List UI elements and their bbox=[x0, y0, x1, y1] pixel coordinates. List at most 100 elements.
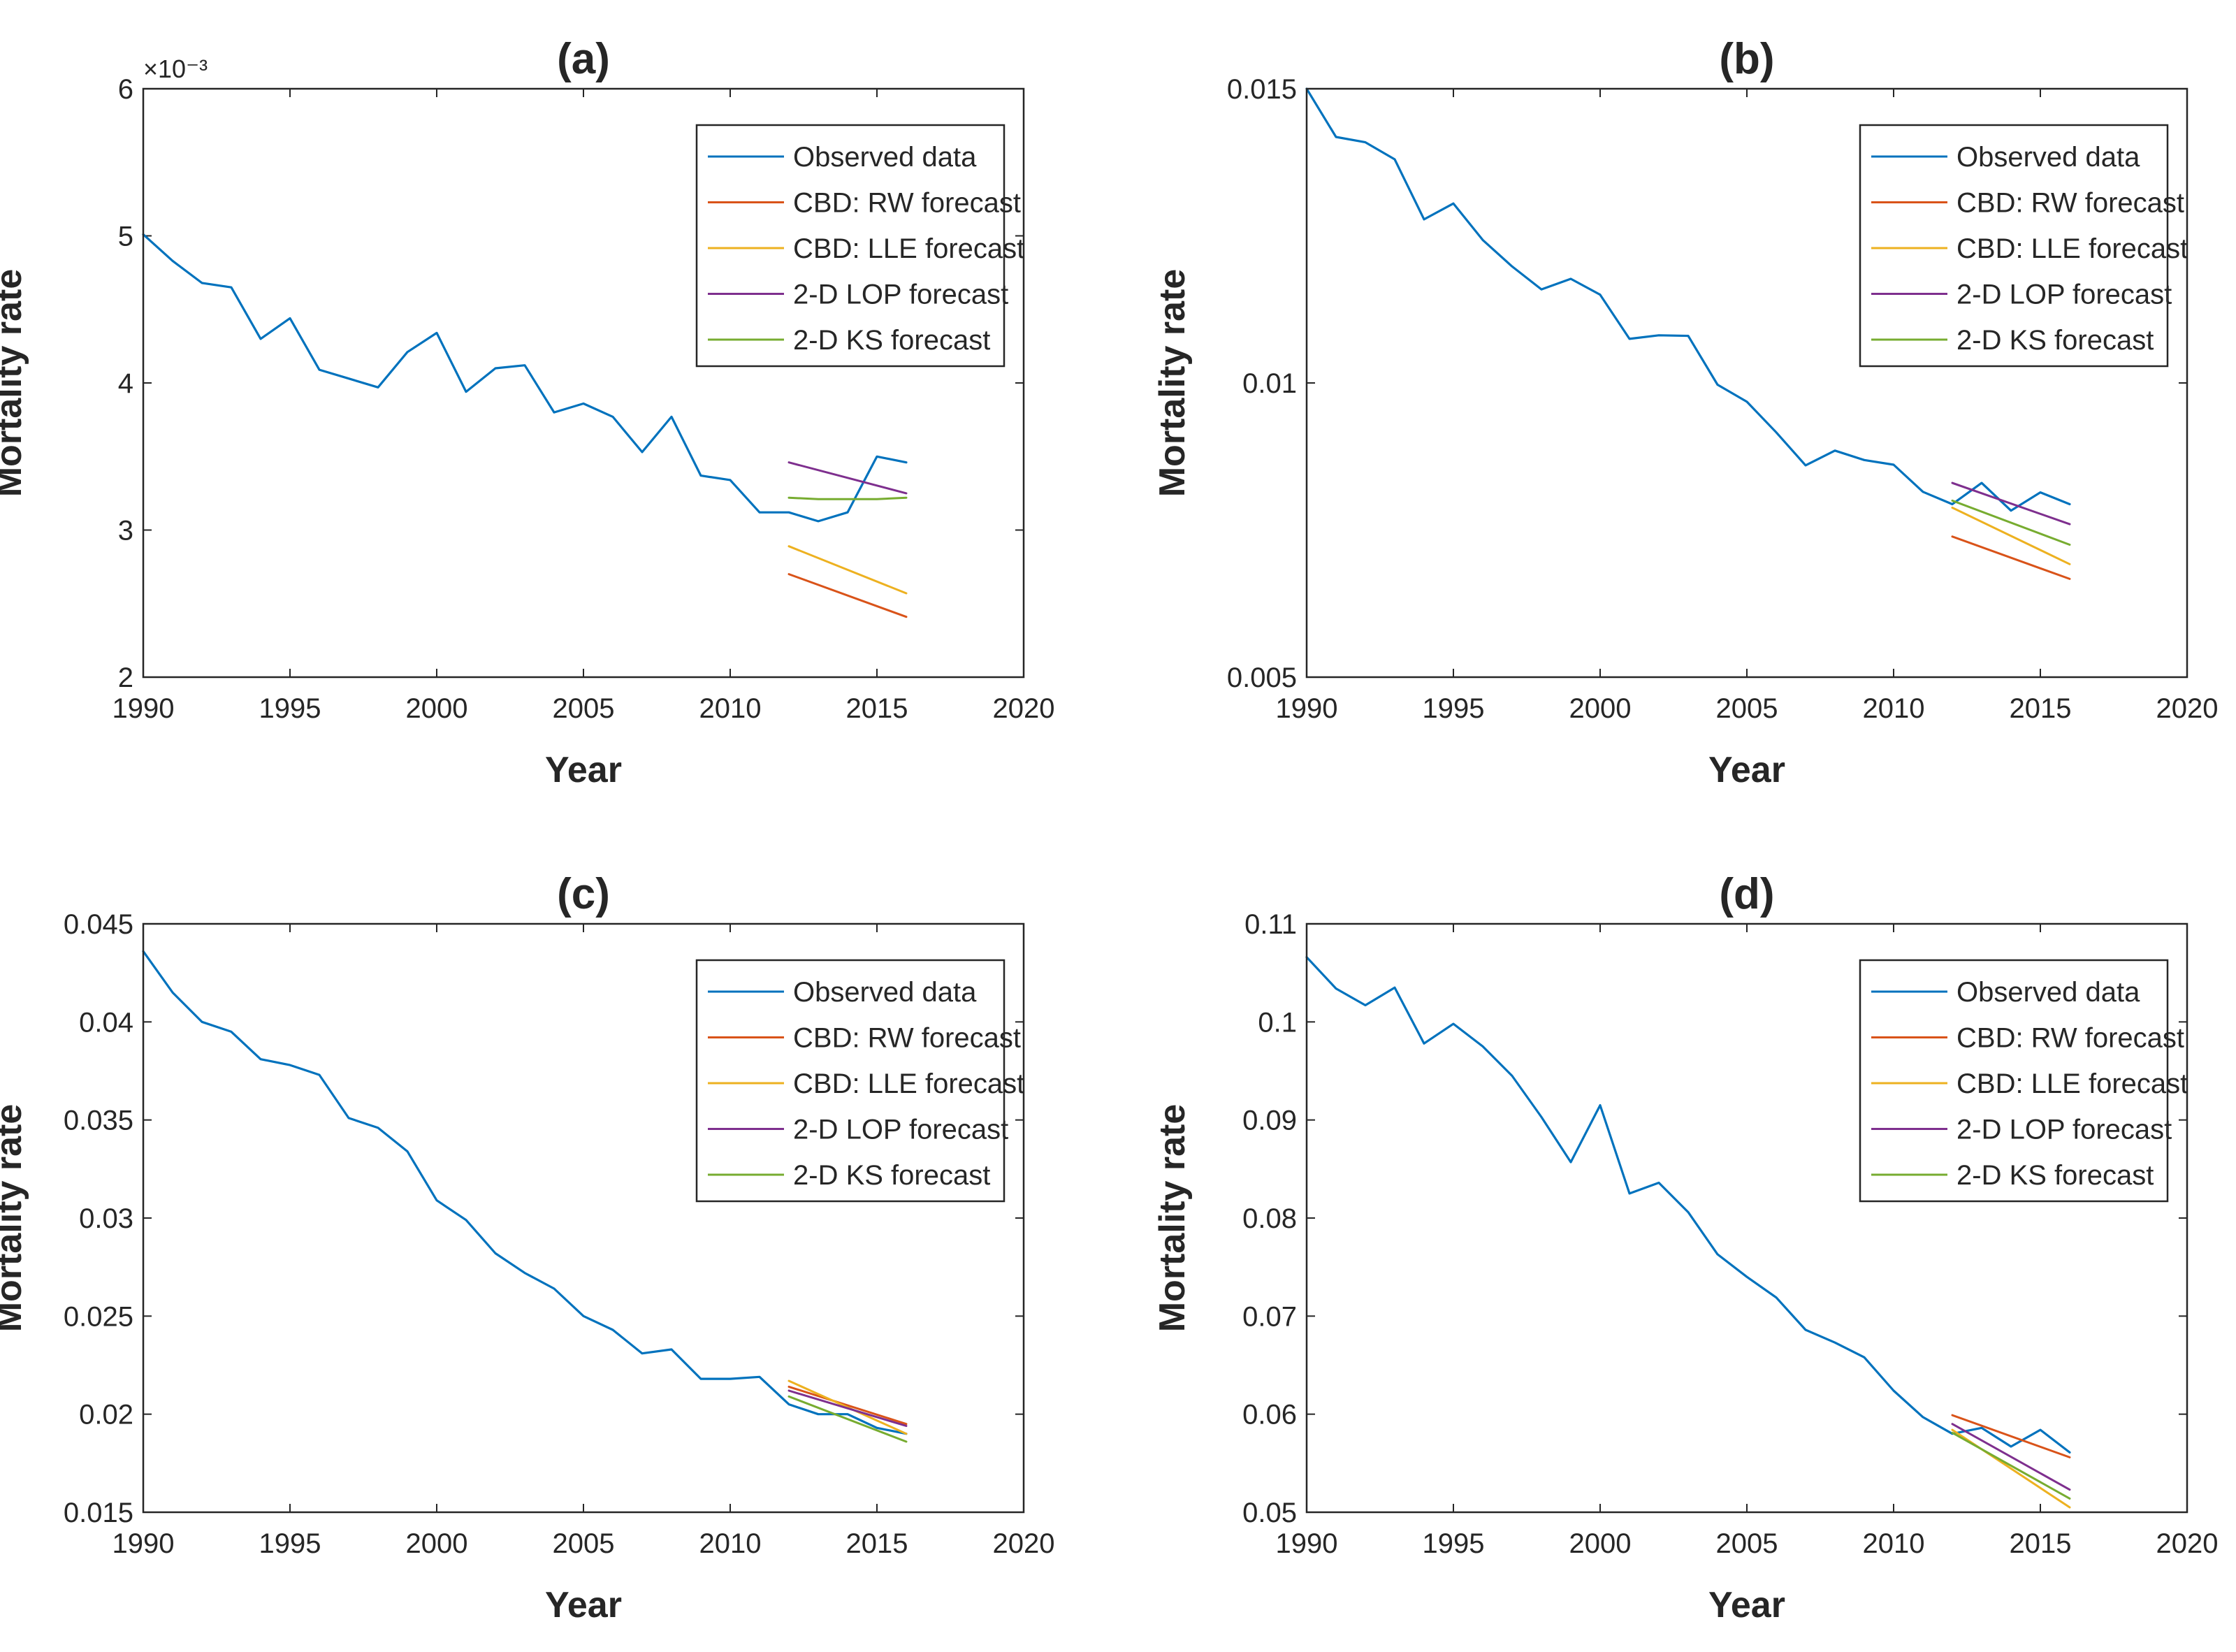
x-tick-label: 1995 bbox=[1423, 693, 1485, 724]
series-line-ks bbox=[1951, 1431, 2071, 1500]
x-tick-label: 2020 bbox=[2156, 1528, 2219, 1559]
x-tick-label: 2015 bbox=[846, 693, 908, 724]
series-line-rw bbox=[1951, 1414, 2071, 1458]
legend: Observed data CBD: RW forecast CBD: LLE fo… bbox=[1859, 124, 2188, 368]
chart-title: (a) bbox=[557, 35, 610, 83]
legend-label: CBD: RW forecast bbox=[793, 1023, 1021, 1054]
y-exponent-label: ×10⁻³ bbox=[143, 55, 208, 83]
legend-box bbox=[695, 959, 1006, 1203]
x-tick-label: 1990 bbox=[112, 693, 175, 724]
legend-label: 2-D LOP forecast bbox=[1956, 1115, 2172, 1145]
legend-label: 2-D KS forecast bbox=[793, 1160, 990, 1191]
y-tick-label: 0.11 bbox=[1244, 909, 1297, 940]
series-line-lop bbox=[787, 461, 908, 495]
legend: Observed data CBD: RW forecast CBD: LLE fo… bbox=[1859, 959, 2188, 1203]
x-axis-label: Year bbox=[545, 750, 622, 790]
series-line-lop bbox=[1951, 481, 2071, 526]
x-tick-label: 1990 bbox=[112, 1528, 175, 1559]
chart-panel-1: 1990 1995 2000 2005 2010 2015 2020 2 3 4 5 6 ×10⁻³ (a… bbox=[0, 35, 1054, 790]
legend-label: CBD: LLE forecast bbox=[793, 233, 1024, 264]
y-tick-label: 0.02 bbox=[79, 1400, 133, 1430]
x-tick-label: 2010 bbox=[1863, 693, 1925, 724]
series-line-lle bbox=[787, 545, 908, 595]
legend-label: 2-D LOP forecast bbox=[793, 280, 1008, 310]
legend-label: 2-D LOP forecast bbox=[793, 1115, 1008, 1145]
legend-box bbox=[1859, 959, 2169, 1203]
series-line-rw bbox=[787, 1385, 908, 1426]
y-axis-label: Mortality rate bbox=[1152, 1104, 1193, 1333]
x-tick-label: 1995 bbox=[259, 693, 321, 724]
x-axis-label: Year bbox=[1708, 750, 1785, 790]
x-tick-label: 2015 bbox=[2010, 1528, 2072, 1559]
x-axis-label: Year bbox=[1708, 1585, 1785, 1625]
x-tick-label: 1995 bbox=[1423, 1528, 1485, 1559]
legend-label: 2-D KS forecast bbox=[1956, 1160, 2154, 1191]
y-tick-label: 0.08 bbox=[1242, 1203, 1297, 1234]
chart-title: (b) bbox=[1719, 35, 1774, 83]
y-tick-label: 0.1 bbox=[1258, 1007, 1297, 1038]
x-tick-label: 1995 bbox=[259, 1528, 321, 1559]
series-line-lop bbox=[787, 1389, 908, 1427]
y-tick-label: 0.015 bbox=[1227, 74, 1297, 105]
axes-box bbox=[142, 87, 1025, 679]
series-line-observed bbox=[1305, 956, 2071, 1454]
y-axis-label: Mortality rate bbox=[1152, 269, 1193, 498]
legend: Observed data CBD: RW forecast CBD: LLE fo… bbox=[695, 959, 1024, 1203]
legend-label: Observed data bbox=[1956, 977, 2140, 1008]
chart-title: (d) bbox=[1719, 870, 1774, 918]
x-tick-label: 2000 bbox=[1569, 1528, 1632, 1559]
series-line-ks bbox=[787, 496, 908, 500]
series-line-observed bbox=[142, 233, 908, 523]
x-tick-label: 2005 bbox=[553, 1528, 615, 1559]
legend-label: CBD: LLE forecast bbox=[793, 1068, 1024, 1099]
legend-label: CBD: RW forecast bbox=[1956, 188, 2184, 219]
y-tick-label: 0.04 bbox=[79, 1007, 133, 1038]
x-tick-label: 2015 bbox=[2010, 693, 2072, 724]
legend-label: CBD: LLE forecast bbox=[1956, 233, 2188, 264]
y-tick-label: 0.03 bbox=[79, 1203, 133, 1234]
axes-box bbox=[142, 922, 1025, 1514]
series-line-observed bbox=[1305, 87, 2071, 512]
legend-label: 2-D KS forecast bbox=[1956, 325, 2154, 356]
y-axis-label: Mortality rate bbox=[0, 269, 29, 498]
x-tick-label: 2010 bbox=[699, 693, 762, 724]
series-line-ks bbox=[1951, 499, 2071, 546]
legend: Observed data CBD: RW forecast CBD: LLE fo… bbox=[695, 124, 1024, 368]
x-tick-label: 2005 bbox=[1716, 693, 1778, 724]
y-axis-label: Mortality rate bbox=[0, 1104, 29, 1333]
x-tick-label: 2000 bbox=[406, 693, 468, 724]
legend-box bbox=[1859, 124, 2169, 368]
legend-label: CBD: RW forecast bbox=[1956, 1023, 2184, 1054]
y-tick-label: 0.07 bbox=[1242, 1301, 1297, 1332]
legend-label: Observed data bbox=[793, 142, 977, 173]
y-tick-label: 2 bbox=[118, 662, 133, 693]
y-tick-label: 0.06 bbox=[1242, 1400, 1297, 1430]
series-line-lop bbox=[1951, 1423, 2071, 1491]
y-tick-label: 0.01 bbox=[1242, 368, 1297, 399]
y-tick-label: 0.045 bbox=[64, 909, 133, 940]
x-tick-label: 2005 bbox=[553, 693, 615, 724]
y-tick-label: 3 bbox=[118, 516, 133, 546]
chart-panel-2: 1990 1995 2000 2005 2010 2015 2020 0.005 0.01 0.0… bbox=[1152, 35, 2218, 790]
chart-panel-3: 1990 1995 2000 2005 2010 2015 2020 0.015 0.02 0.0… bbox=[0, 870, 1054, 1625]
y-tick-label: 0.015 bbox=[64, 1498, 133, 1528]
x-axis-label: Year bbox=[545, 1585, 622, 1625]
x-tick-label: 2000 bbox=[1569, 693, 1632, 724]
series-line-rw bbox=[787, 573, 908, 618]
x-tick-label: 1990 bbox=[1276, 1528, 1338, 1559]
legend-label: CBD: LLE forecast bbox=[1956, 1068, 2188, 1099]
legend-label: 2-D LOP forecast bbox=[1956, 280, 2172, 310]
y-tick-label: 6 bbox=[118, 74, 133, 105]
series-line-rw bbox=[1951, 535, 2071, 580]
series-line-ks bbox=[787, 1395, 908, 1443]
legend-label: CBD: RW forecast bbox=[793, 188, 1021, 219]
legend-label: Observed data bbox=[793, 977, 977, 1008]
x-tick-label: 2010 bbox=[699, 1528, 762, 1559]
legend-label: Observed data bbox=[1956, 142, 2140, 173]
y-tick-label: 0.025 bbox=[64, 1301, 133, 1332]
legend-box bbox=[695, 124, 1006, 368]
series-line-lle bbox=[1951, 507, 2071, 565]
y-tick-label: 4 bbox=[118, 368, 133, 399]
y-tick-label: 0.05 bbox=[1242, 1498, 1297, 1528]
